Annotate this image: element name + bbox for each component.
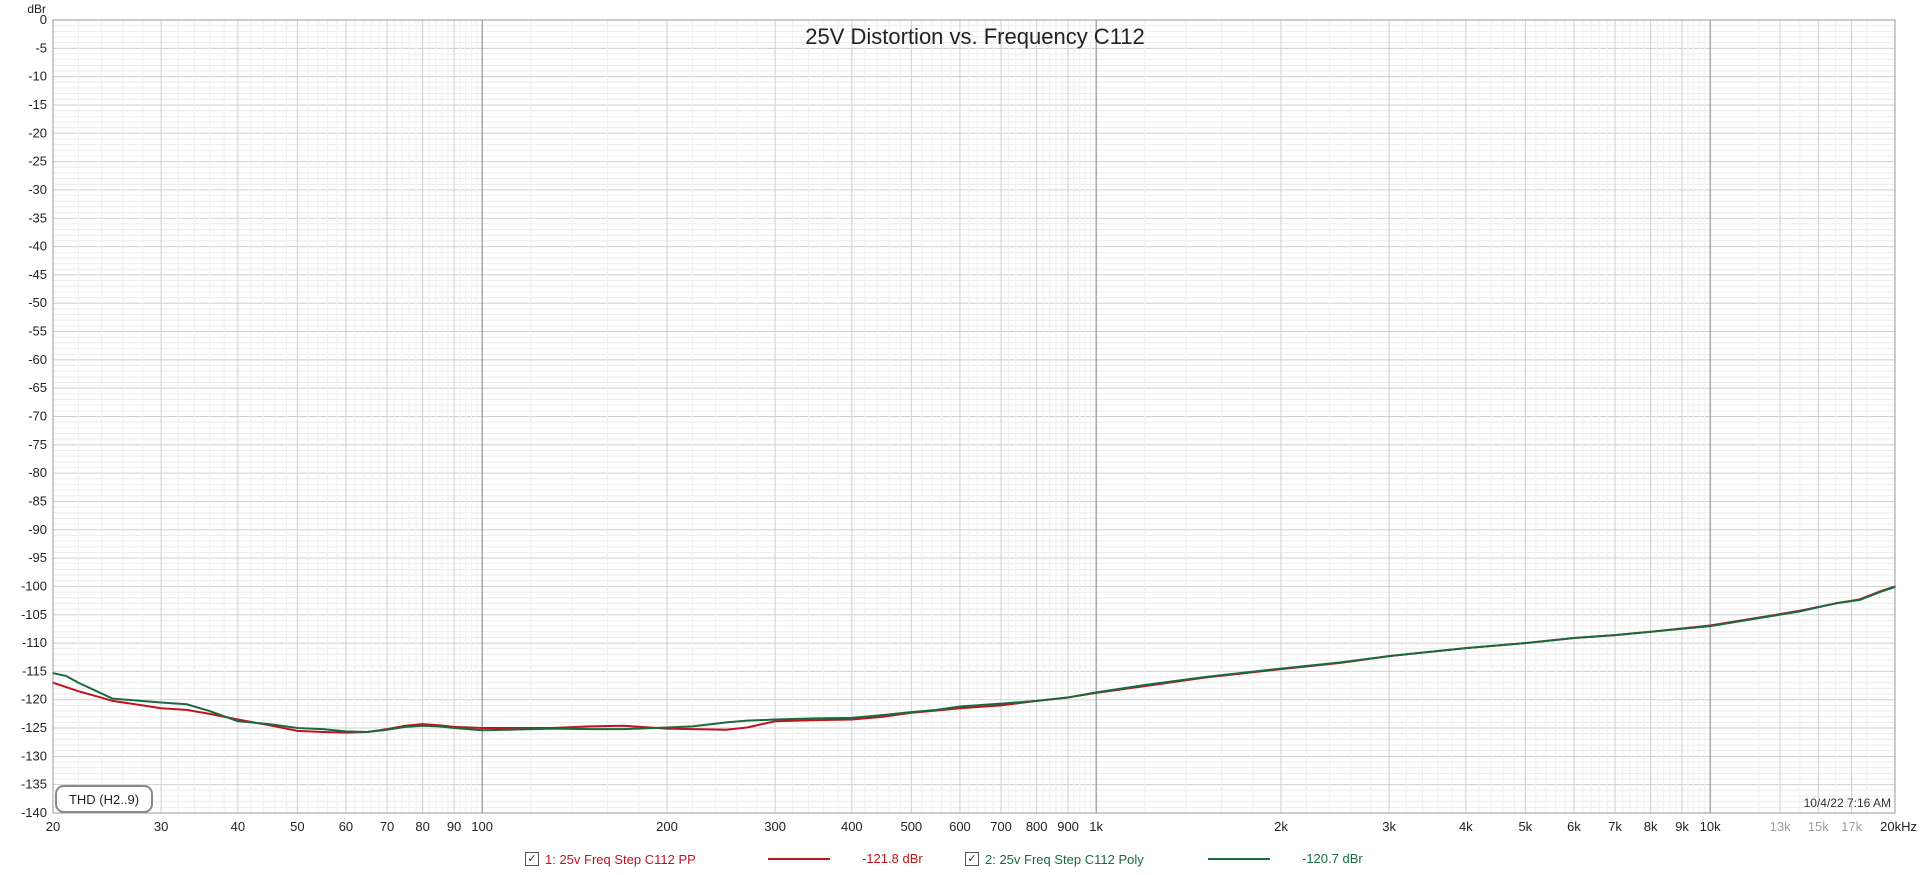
legend-checkbox-poly[interactable]: ✓	[965, 852, 979, 866]
x-tick-label: 80	[415, 819, 429, 834]
x-tick-label: 200	[656, 819, 678, 834]
y-tick-label: -140	[21, 805, 47, 820]
plot-frame	[52, 19, 1896, 814]
thd-annotation-label: THD (H2..9)	[69, 792, 139, 807]
series-layer	[52, 585, 1896, 734]
x-tick-label: 4k	[1459, 819, 1473, 834]
x-tick-label: 600	[949, 819, 971, 834]
y-tick-label: -75	[28, 437, 47, 452]
y-tick-label: -95	[28, 550, 47, 565]
legend-swatch-pp	[768, 858, 830, 860]
x-tick-label: 70	[380, 819, 394, 834]
legend-swatch-poly	[1208, 858, 1270, 860]
x-tick-label: 13k	[1770, 819, 1791, 834]
y-tick-label: -60	[28, 352, 47, 367]
x-tick-label: 10k	[1700, 819, 1721, 834]
legend-label-pp: 1: 25v Freq Step C112 PP	[545, 851, 696, 867]
x-tick-label: 500	[900, 819, 922, 834]
y-tick-label: -100	[21, 578, 47, 593]
y-tick-label: -15	[28, 97, 47, 112]
x-tick-label: 100	[471, 819, 493, 834]
y-tick-label: -30	[28, 182, 47, 197]
y-tick-label: -40	[28, 239, 47, 254]
x-tick-label: 60	[339, 819, 353, 834]
legend-value-pp: -121.8 dBr	[862, 851, 923, 866]
legend-value-poly: -120.7 dBr	[1302, 851, 1363, 866]
chart-title: 25V Distortion vs. Frequency C112	[805, 24, 1145, 49]
y-axis-label: dBr	[27, 2, 46, 16]
x-tick-label: 15k	[1808, 819, 1829, 834]
y-tick-label: -35	[28, 210, 47, 225]
axis-layer: 0 -5 -10 -15 -20 -25 -30 -35 -40 -45 -50 -55 -60 -65 -…	[21, 12, 1917, 834]
x-tick-label: 6k	[1567, 819, 1581, 834]
x-tick-label: 20kHz	[1880, 819, 1917, 834]
y-tick-label: -65	[28, 380, 47, 395]
y-tick-label: -120	[21, 692, 47, 707]
y-tick-label: -80	[28, 465, 47, 480]
x-tick-label: 900	[1057, 819, 1079, 834]
x-tick-label: 30	[154, 819, 168, 834]
y-tick-label: -20	[28, 125, 47, 140]
x-tick-label: 5k	[1518, 819, 1532, 834]
x-tick-label: 50	[290, 819, 304, 834]
x-tick-label: 9k	[1675, 819, 1689, 834]
x-tick-label: 3k	[1382, 819, 1396, 834]
y-tick-label: -55	[28, 324, 47, 339]
x-tick-label: 20	[46, 819, 60, 834]
y-tick-label: -5	[35, 40, 47, 55]
y-tick-label: -135	[21, 777, 47, 792]
y-tick-label: -10	[28, 69, 47, 84]
legend: ✓ 1: 25v Freq Step C112 PP -121.8 dBr ✓ …	[0, 848, 1920, 870]
x-tick-label: 700	[990, 819, 1012, 834]
x-tick-label: 7k	[1608, 819, 1622, 834]
x-tick-label: 400	[841, 819, 863, 834]
x-tick-label: 1k	[1089, 819, 1103, 834]
legend-item-pp[interactable]: ✓ 1: 25v Freq Step C112 PP	[525, 848, 696, 870]
x-tick-label: 90	[447, 819, 461, 834]
y-tick-label: -25	[28, 154, 47, 169]
legend-label-poly: 2: 25v Freq Step C112 Poly	[985, 851, 1144, 867]
y-tick-label: -110	[22, 635, 47, 650]
series-line-2	[52, 586, 1896, 733]
y-tick-label: -130	[21, 748, 47, 763]
x-tick-label: 800	[1026, 819, 1048, 834]
y-tick-label: -115	[22, 663, 47, 678]
thd-annotation: THD (H2..9)	[55, 785, 153, 813]
thd-annotation-frame	[55, 785, 153, 813]
y-tick-label: -105	[21, 607, 47, 622]
x-tick-label: 300	[764, 819, 786, 834]
legend-checkbox-pp[interactable]: ✓	[525, 852, 539, 866]
y-tick-label: -85	[28, 493, 47, 508]
timestamp: 10/4/22 7:16 AM	[1804, 796, 1891, 810]
grid-layer	[53, 19, 1895, 814]
x-tick-label: 8k	[1644, 819, 1658, 834]
y-tick-label: -90	[28, 522, 47, 537]
y-tick-label: -70	[28, 409, 47, 424]
y-tick-label: -125	[21, 720, 47, 735]
y-tick-label: -50	[28, 295, 47, 310]
y-tick-label: 0	[40, 12, 47, 27]
x-tick-label: 2k	[1274, 819, 1288, 834]
x-tick-label: 40	[231, 819, 245, 834]
legend-item-poly[interactable]: ✓ 2: 25v Freq Step C112 Poly	[965, 848, 1144, 870]
x-tick-label: 17k	[1841, 819, 1862, 834]
y-tick-label: -45	[28, 267, 47, 282]
chart-svg: 0 -5 -10 -15 -20 -25 -30 -35 -40 -45 -50 -55 -60 -65 -…	[21, 2, 1917, 834]
